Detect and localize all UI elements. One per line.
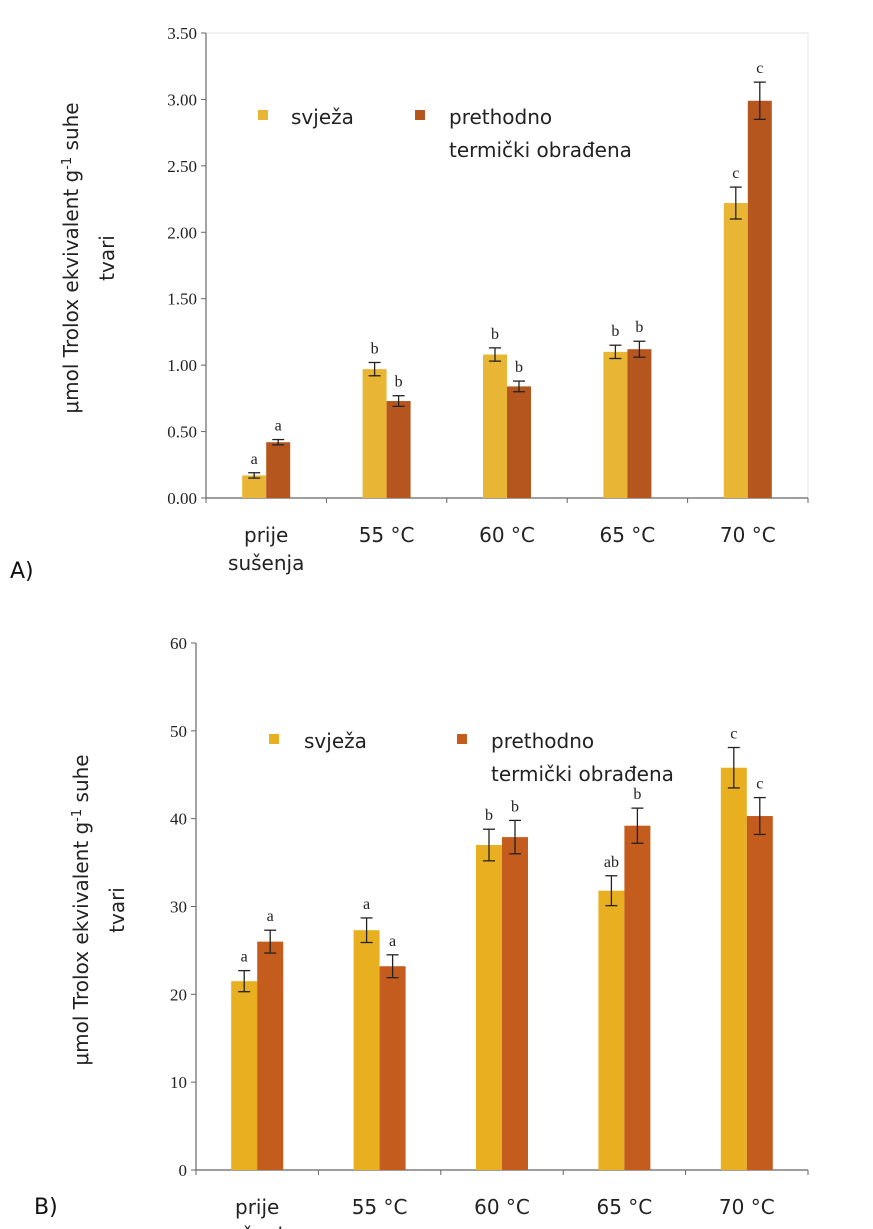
significance-letter: a [363, 896, 370, 913]
x-category-label: 55 °C [359, 523, 415, 547]
significance-letter: a [267, 908, 274, 925]
x-category-label: 55 °C [352, 1195, 408, 1219]
bar [502, 837, 528, 1170]
bar [257, 941, 284, 1170]
y-axis-label-line2: tvari [105, 887, 129, 933]
y-axis-label-line2: tvari [95, 235, 119, 281]
significance-letter: b [511, 798, 519, 815]
x-category-label: 65 °C [600, 523, 656, 547]
y-axis-label: μmol Trolox ekvivalent g-1 suhe [69, 754, 93, 1065]
x-category-label: sušenja [228, 551, 304, 575]
significance-letter: a [241, 949, 248, 966]
bar [476, 845, 502, 1170]
bar [362, 369, 387, 498]
x-category-label: 60 °C [474, 1195, 530, 1219]
y-tick-label: 30 [170, 898, 187, 917]
legend-label-prethodno: prethodno [449, 105, 552, 129]
legend-label-svjeza: svježa [304, 729, 367, 753]
legend-label-svjeza: svježa [291, 105, 354, 129]
significance-letter: b [491, 326, 499, 343]
x-category-label: 70 °C [720, 523, 776, 547]
y-tick-label: 2.50 [167, 157, 197, 176]
significance-letter: b [485, 807, 493, 824]
bar [386, 401, 411, 498]
panel-label: A) [10, 559, 34, 584]
significance-letter: c [756, 60, 763, 77]
bar [353, 930, 380, 1170]
y-tick-label: 1.50 [167, 290, 197, 309]
significance-letter: b [371, 340, 379, 357]
bar [603, 351, 628, 498]
y-tick-label: 0.50 [167, 423, 197, 442]
y-tick-label: 3.00 [167, 90, 197, 109]
bar [266, 442, 291, 498]
y-axis-label-text: μmol Trolox ekvivalent g [59, 170, 83, 414]
legend-label-prethodno: prethodno [491, 729, 594, 753]
significance-letter: b [611, 323, 619, 340]
y-tick-label: 2.00 [167, 223, 197, 242]
x-category-label: 70 °C [719, 1195, 775, 1219]
significance-letter: c [730, 726, 737, 743]
significance-letter: b [635, 319, 643, 336]
bar [746, 816, 773, 1170]
y-tick-label: 10 [170, 1073, 187, 1092]
y-axis-label-text: μmol Trolox ekvivalent g [69, 822, 93, 1066]
bar [483, 354, 507, 498]
bar [624, 825, 651, 1170]
legend-swatch-svjeza [258, 110, 268, 120]
significance-letter: b [633, 786, 641, 803]
x-category-label: prije [244, 523, 288, 547]
x-category-label: prije [235, 1195, 279, 1219]
y-axis-label-text: suhe [69, 754, 93, 808]
y-axis-label: μmol Trolox ekvivalent g-1 suhe [59, 102, 83, 413]
y-tick-label: 1.00 [167, 356, 197, 375]
y-tick-label: 40 [170, 810, 187, 829]
y-axis-label-superscript: -1 [70, 809, 85, 822]
bar [231, 981, 258, 1170]
y-tick-label: 3.50 [167, 24, 197, 43]
significance-letter: a [389, 933, 396, 950]
significance-letter: b [515, 359, 523, 376]
bar [720, 767, 747, 1170]
bar [379, 966, 406, 1170]
x-category-label: 60 °C [479, 523, 535, 547]
bar [507, 386, 531, 498]
chart-panel-a: 0.00 0.50 1.00 1.50 2.00 2.50 3.00 3.50 prije suš… [10, 24, 809, 584]
legend-label-termicki: termički obrađena [449, 138, 632, 162]
significance-letter: a [275, 418, 282, 435]
legend-swatch-prethodno [457, 734, 467, 744]
y-tick-label: 0.00 [167, 489, 197, 508]
bar [747, 100, 772, 498]
significance-letter: c [732, 165, 739, 182]
significance-letter: ab [604, 854, 619, 871]
chart-panel-b: 0 10 20 30 40 50 60 prije sušenja 55 °C 60 °C 65 °C… [34, 634, 809, 1229]
bar [242, 475, 267, 498]
significance-letter: c [756, 776, 763, 793]
legend-swatch-prethodno [415, 110, 425, 120]
bar [598, 890, 625, 1170]
legend-label-termicki: termički obrađena [491, 762, 674, 786]
x-category-label: sušenja [219, 1223, 295, 1229]
y-tick-label: 60 [170, 634, 187, 653]
bar [723, 203, 748, 499]
y-tick-label: 0 [179, 1161, 188, 1180]
y-tick-label: 50 [170, 722, 187, 741]
panel-label: B) [34, 1195, 58, 1220]
significance-letter: a [251, 451, 258, 468]
significance-letter: b [395, 374, 403, 391]
y-tick-label: 20 [170, 985, 187, 1004]
y-axis-label-superscript: -1 [60, 157, 75, 170]
legend-swatch-svjeza [269, 734, 279, 744]
y-axis-label-text: suhe [59, 102, 83, 156]
bar [627, 349, 652, 498]
x-category-label: 65 °C [597, 1195, 653, 1219]
